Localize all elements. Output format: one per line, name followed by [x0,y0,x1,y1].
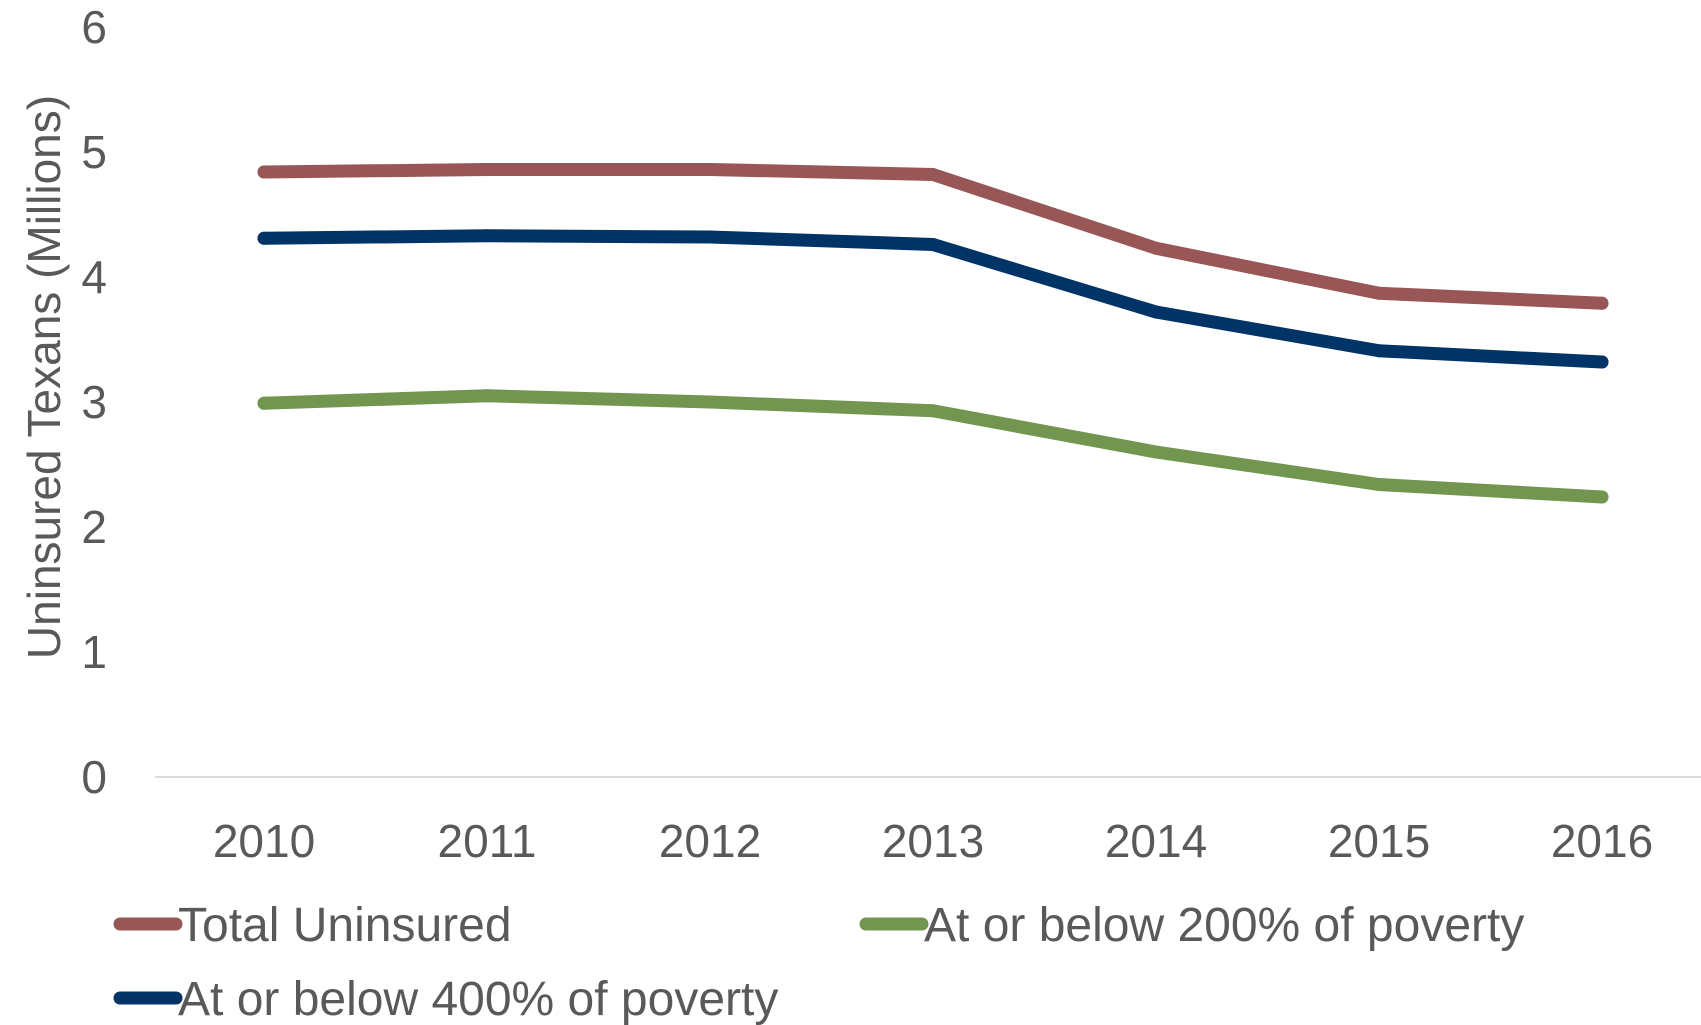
series-1-point [480,163,494,176]
series-lines [257,163,1609,504]
legend: Total Uninsured At or below 200% of pover… [113,899,1524,1025]
series-2-point [1595,490,1609,504]
y-tick-label: 6 [81,1,107,53]
x-tick-label: 2011 [438,815,537,867]
series-1-point [1595,296,1609,310]
series-1-point [1149,241,1163,255]
x-axis-ticks: 2010 2011 2012 2013 2014 2015 2016 [213,815,1653,867]
series-2-point [257,396,271,410]
series-1-point [257,165,271,179]
y-axis-ticks: 0 1 2 3 4 5 6 [81,1,107,803]
series-3-point [926,238,940,251]
x-tick-label: 2014 [1105,815,1207,867]
x-tick-label: 2016 [1551,815,1653,867]
y-tick-label: 2 [81,501,107,553]
x-tick-label: 2010 [213,815,315,867]
series-1-point [926,168,940,181]
y-axis-title: Uninsured Texans (Millions) [18,95,70,659]
series-3-point [480,229,494,243]
series-3-point [1149,305,1163,319]
y-tick-label: 0 [81,751,107,803]
x-tick-label: 2015 [1328,815,1430,867]
x-tick-label: 2013 [882,815,984,867]
series-1-point [1372,286,1386,300]
series-2-point [703,395,717,409]
series-2-point [1149,445,1163,459]
series-2-point [1372,478,1386,491]
legend-label: At or below 200% of poverty [924,899,1524,952]
series-1-point [703,163,717,176]
series-2-point [926,404,940,418]
series-2-point [480,389,494,403]
series-3-point [1372,344,1386,358]
legend-label: At or below 400% of poverty [178,973,778,1025]
series-3-point [257,231,271,245]
series-3-point [703,230,717,244]
y-tick-label: 4 [81,251,107,303]
legend-label: Total Uninsured [178,899,512,952]
series-3-point [1595,355,1609,369]
y-tick-label: 5 [81,126,107,178]
y-tick-label: 1 [81,626,107,678]
y-tick-label: 3 [81,376,107,428]
x-tick-label: 2012 [659,815,761,867]
